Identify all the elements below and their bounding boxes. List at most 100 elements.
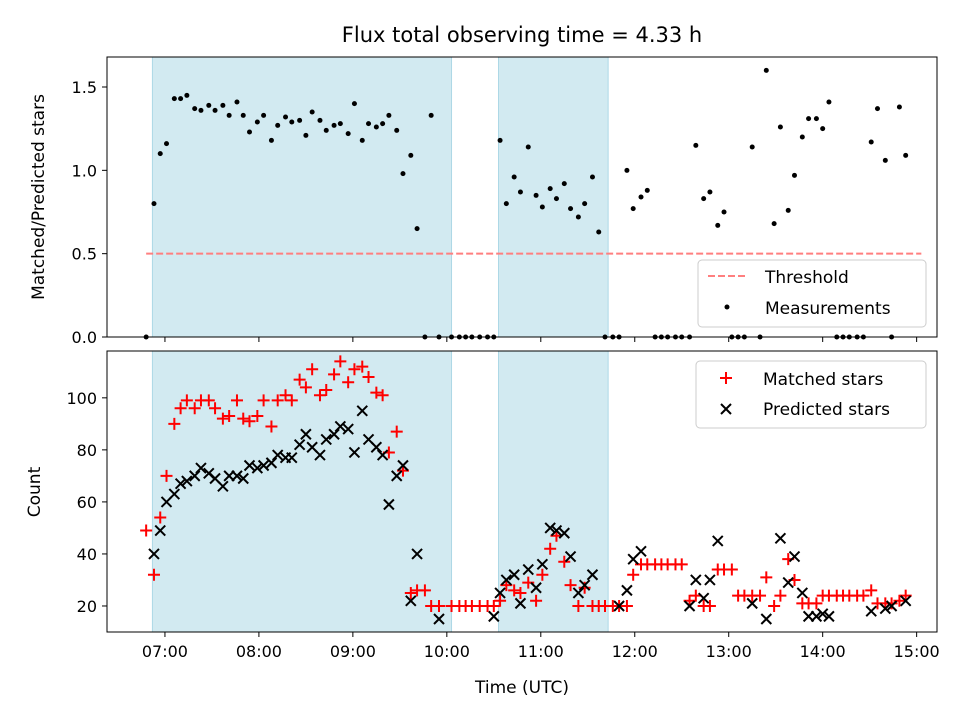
top-y-ticks: 0.0 0.5 1.0 1.5 (72, 78, 107, 347)
x-tick-label: 08:00 (236, 642, 282, 661)
predicted-star-point (760, 613, 773, 625)
predicted-star-point (879, 602, 892, 615)
predicted-star-point (217, 480, 229, 493)
measurement-point (503, 201, 509, 207)
predicted-star-point (690, 574, 702, 586)
measurement-point (701, 196, 707, 202)
measurement-point (359, 137, 365, 143)
matched-star-point (356, 360, 369, 373)
matched-star-point (774, 589, 787, 602)
matched-star-point (865, 584, 878, 597)
measurement-point (561, 181, 567, 187)
predicted-star-point (613, 600, 625, 612)
predicted-star-point (148, 548, 160, 560)
predicted-star-point (796, 587, 809, 599)
matched-star-point (334, 355, 347, 368)
predicted-star-point (746, 597, 758, 610)
x-axis-label: Time (UTC) (474, 678, 569, 698)
predicted-star-point (181, 475, 193, 487)
matched-star-point (313, 389, 326, 402)
measurement-point (511, 174, 517, 180)
measurement-point (261, 112, 267, 118)
matched-star-point (536, 568, 549, 581)
predicted-star-point (704, 574, 716, 586)
matched-star-point (530, 594, 543, 607)
predicted-star-point (328, 428, 340, 440)
matched-star-point (754, 589, 767, 602)
bottom-y-tick-label: 20 (77, 597, 97, 616)
measurement-point (547, 186, 553, 192)
measurement-point (184, 92, 190, 98)
predicted-star-point (314, 449, 326, 461)
bottom-legend: Matched stars Predicted stars (695, 360, 927, 429)
top-shaded-interval-2 (498, 56, 609, 338)
top-panel: 0.0 0.5 1.0 1.5 Flux total observing time =… (29, 23, 938, 347)
predicted-star-point (168, 488, 181, 500)
measurement-point (394, 127, 400, 133)
predicted-star-point (621, 584, 633, 597)
predicted-star-point (188, 470, 201, 482)
matched-star-point (487, 599, 500, 612)
bottom-y-tick-label: 40 (77, 545, 97, 564)
matched-star-point (140, 524, 153, 537)
bottom-axes-frame (106, 350, 938, 633)
measurement-point (351, 101, 357, 107)
x-tick-label: 14:00 (800, 642, 846, 661)
matched-star-point (370, 386, 383, 399)
measurement-point (400, 171, 406, 177)
measurement-point (234, 99, 240, 105)
matched-star-point (265, 420, 278, 433)
measurement-point (178, 96, 184, 102)
matched-star-point (293, 373, 306, 386)
matched-star-point (154, 511, 167, 524)
x-tick-label: 07:00 (142, 642, 188, 661)
measurement-point (568, 206, 574, 212)
legend-measurements-label: Measurements (765, 299, 891, 319)
predicted-star-point (823, 610, 835, 623)
matched-star-point (494, 594, 507, 607)
matched-star-point (760, 571, 773, 584)
top-legend-box (697, 259, 927, 328)
legend-matched-swatch (720, 372, 732, 384)
top-x-ticks (164, 337, 918, 342)
top-y-tick-label: 0.0 (72, 328, 97, 347)
matched-star-point (390, 425, 403, 438)
matched-star-point (810, 597, 823, 610)
measurement-point (638, 194, 644, 200)
measurement-point (192, 106, 198, 112)
measurement-point (630, 206, 636, 212)
x-tick-label: 09:00 (330, 642, 376, 661)
predicted-star-point (782, 576, 794, 589)
measurement-point (826, 99, 832, 105)
matched-star-point (564, 579, 577, 592)
measurement-point (553, 196, 559, 202)
matched-star-point (418, 584, 431, 597)
measurement-point (309, 109, 315, 115)
top-shaded-interval-1 (151, 56, 453, 338)
matched-star-point (725, 563, 738, 576)
predicted-star-point (508, 569, 520, 581)
measurement-point (275, 122, 281, 128)
measurement-point (791, 172, 797, 178)
measurement-point (693, 142, 699, 148)
matched-star-point (508, 584, 521, 597)
measurement-point (380, 121, 386, 127)
bottom-shaded-intervals (151, 350, 609, 633)
measurement-point (582, 201, 588, 207)
matched-star-point (433, 599, 445, 612)
measurement-point (212, 107, 218, 113)
measurement-point (198, 107, 204, 113)
predicted-star-point (320, 433, 332, 446)
legend-predicted-label: Predicted stars (763, 400, 890, 420)
legend-measurements-swatch (724, 304, 730, 310)
measurement-point (303, 132, 309, 138)
matched-star-point (279, 389, 292, 402)
measurement-point (820, 126, 826, 132)
predicted-star-point (816, 608, 829, 620)
measurement-point (785, 207, 791, 213)
predicted-star-point (231, 470, 243, 482)
predicted-star-point (550, 524, 563, 537)
measurement-point (317, 117, 323, 123)
predicted-star-point (334, 420, 347, 433)
measurement-point (707, 189, 713, 195)
